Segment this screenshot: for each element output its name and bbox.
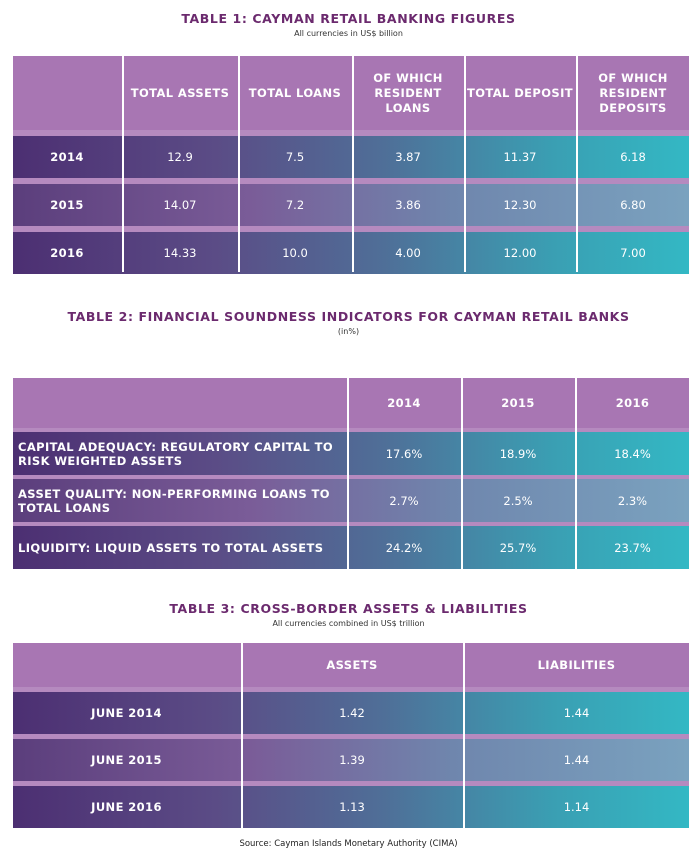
table-row: ASSET QUALITY: NON-PERFORMING LOANS TO T… (13, 479, 689, 522)
table2-subtitle: (in%) (337, 327, 360, 336)
table2-header-cell: 2016 (576, 378, 689, 428)
table-cell: 14.33 (163, 246, 197, 260)
row-separator (13, 687, 689, 692)
table-cell: 2.7% (389, 493, 419, 508)
column-divider (575, 378, 577, 569)
row-label: ASSET QUALITY: NON-PERFORMING LOANS TO T… (18, 486, 330, 515)
column-divider (461, 378, 463, 569)
table-row: JUNE 2014 1.42 1.44 (13, 692, 689, 734)
table-cell: 12.30 (503, 198, 537, 212)
row-separator (13, 475, 689, 479)
table2-header-cell (13, 378, 346, 428)
row-label: 2016 (50, 246, 84, 260)
table-row: 2016 14.33 10.0 4.00 12.00 7.00 (13, 232, 689, 274)
table-cell: 1.44 (563, 753, 590, 767)
table-cell: 2.3% (617, 493, 648, 508)
table1-header-cell (13, 56, 121, 130)
row-separator (13, 734, 689, 739)
row-separator (13, 522, 689, 526)
table2-header-row: 2014 2015 2016 (13, 378, 689, 428)
row-label: CAPITAL ADEQUACY: REGULATORY CAPITAL TO … (18, 439, 334, 468)
table1-header-cell: TOTAL LOANS (239, 56, 351, 130)
row-label: JUNE 2014 (91, 706, 162, 720)
table-cell: 12.00 (503, 246, 537, 260)
row-label: LIQUIDITY: LIQUID ASSETS TO TOTAL ASSETS (18, 540, 324, 555)
table2-title: TABLE 2: FINANCIAL SOUNDNESS INDICATORS … (67, 309, 630, 324)
row-separator (13, 428, 689, 432)
source-note: Source: Cayman Islands Monetary Authorit… (239, 839, 458, 849)
column-divider (352, 56, 354, 272)
table-cell: 1.42 (339, 706, 365, 720)
table3-header-cell (13, 643, 240, 687)
table-cell: 25.7% (499, 540, 537, 555)
table-cell: 18.9% (499, 446, 537, 461)
table-cell: 18.4% (614, 446, 651, 461)
table-cell: 1.13 (339, 800, 365, 814)
table-cell: 12.9 (167, 150, 193, 164)
column-divider (122, 56, 124, 272)
column-divider (576, 56, 578, 272)
table-cell: 7.5 (285, 150, 305, 164)
row-separator (13, 130, 689, 136)
row-label: JUNE 2015 (91, 753, 162, 767)
table1-header-cell: OF WHICH RESIDENT LOANS (353, 56, 463, 130)
table2: 2014 2015 2016 CAPITAL ADEQUACY: REGULATORY… (13, 378, 689, 569)
table-cell: 3.87 (395, 150, 421, 164)
table-cell: 3.86 (395, 198, 421, 212)
table1-header-cell: TOTAL DEPOSIT (465, 56, 575, 130)
table-cell: 14.07 (163, 198, 197, 212)
table2-header-cell: 2015 (462, 378, 574, 428)
table-cell: 11.37 (503, 150, 537, 164)
row-separator (13, 178, 689, 184)
table-row: JUNE 2015 1.39 1.44 (13, 739, 689, 781)
table3-subtitle: All currencies combined in US$ trillion (272, 619, 425, 628)
row-separator (13, 226, 689, 232)
table1: TOTAL ASSETS TOTAL LOANS OF WHICH RESIDENT… (13, 56, 689, 274)
table3-title: TABLE 3: CROSS-BORDER ASSETS & LIABILITI… (169, 601, 528, 616)
table1-header-cell: TOTAL ASSETS (123, 56, 237, 130)
table2-header-cell: 2014 (348, 378, 460, 428)
table1-title: TABLE 1: CAYMAN RETAIL BANKING FIGURES (181, 11, 516, 26)
table3-header-row: ASSETS LIABILITIES (13, 643, 689, 687)
table-row: CAPITAL ADEQUACY: REGULATORY CAPITAL TO … (13, 432, 689, 475)
table1-subtitle: All currencies in US$ billion (294, 29, 403, 38)
row-label: JUNE 2016 (91, 800, 162, 814)
table-cell: 24.2% (385, 540, 423, 555)
table-cell: 6.80 (620, 198, 646, 212)
row-separator (13, 781, 689, 786)
table3: ASSETS LIABILITIES JUNE 2014 1.42 1.44 JUNE 2… (13, 643, 689, 829)
table-cell: 1.39 (339, 753, 365, 767)
table-cell: 1.14 (563, 800, 590, 814)
table1-header-cell: OF WHICH RESIDENT DEPOSITS (577, 56, 689, 130)
table-row: JUNE 2016 1.13 1.14 (13, 786, 689, 828)
table-cell: 4.00 (395, 246, 421, 260)
column-divider (241, 643, 243, 829)
table1-header-row: TOTAL ASSETS TOTAL LOANS OF WHICH RESIDENT… (13, 56, 689, 130)
table-cell: 7.2 (285, 198, 305, 212)
table-cell: 7.00 (620, 246, 646, 260)
table-cell: 1.44 (563, 706, 590, 720)
column-divider (464, 56, 466, 272)
table-row: LIQUIDITY: LIQUID ASSETS TO TOTAL ASSETS… (13, 526, 689, 569)
table-cell: 10.0 (282, 246, 308, 260)
table-cell: 23.7% (614, 540, 651, 555)
column-divider (347, 378, 349, 569)
table3-header-cell: ASSETS (242, 643, 462, 687)
table3-header-cell: LIABILITIES (464, 643, 689, 687)
table-row: 2014 12.9 7.5 3.87 11.37 6.18 (13, 136, 689, 178)
row-label: 2015 (50, 198, 84, 212)
table-cell: 17.6% (385, 446, 423, 461)
table-row: 2015 14.07 7.2 3.86 12.30 6.80 (13, 184, 689, 226)
row-label: 2014 (50, 150, 84, 164)
table-cell: 6.18 (620, 150, 646, 164)
column-divider (463, 643, 465, 829)
column-divider (238, 56, 240, 272)
table-cell: 2.5% (503, 493, 533, 508)
